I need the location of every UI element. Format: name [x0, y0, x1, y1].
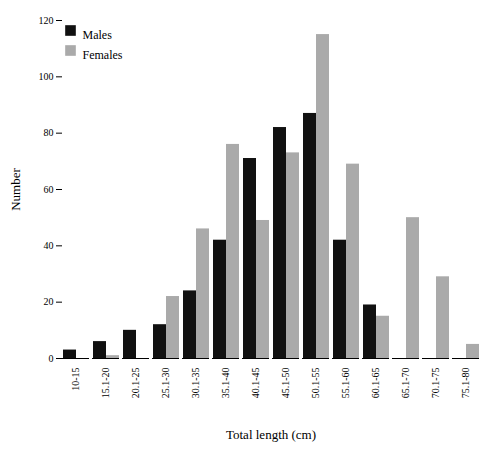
svg-text:80: 80	[44, 127, 54, 138]
svg-text:75.1-80: 75.1-80	[460, 368, 471, 399]
svg-text:Number: Number	[8, 168, 23, 211]
svg-text:20: 20	[44, 296, 54, 307]
svg-text:Males: Males	[83, 28, 113, 42]
svg-text:40.1-45: 40.1-45	[250, 368, 261, 399]
svg-text:25.1-30: 25.1-30	[160, 368, 171, 399]
svg-text:60.1-65: 60.1-65	[370, 368, 381, 399]
svg-text:50.1-55: 50.1-55	[310, 368, 321, 399]
svg-text:70.1-75: 70.1-75	[430, 368, 441, 399]
svg-text:45.1-50: 45.1-50	[280, 368, 291, 399]
svg-text:40: 40	[44, 240, 54, 251]
svg-text:Females: Females	[83, 48, 123, 62]
svg-text:35.1-40: 35.1-40	[220, 368, 231, 399]
svg-text:Total length (cm): Total length (cm)	[226, 427, 316, 442]
svg-text:15.1-20: 15.1-20	[100, 368, 111, 399]
svg-text:10-15: 10-15	[70, 368, 81, 391]
svg-text:55.1-60: 55.1-60	[340, 368, 351, 399]
svg-text:100: 100	[39, 71, 54, 82]
svg-text:120: 120	[39, 15, 54, 26]
svg-text:60: 60	[44, 184, 54, 195]
svg-text:30.1-35: 30.1-35	[190, 368, 201, 399]
svg-text:20.1-25: 20.1-25	[130, 368, 141, 399]
svg-text:65.1-70: 65.1-70	[400, 368, 411, 399]
svg-text:0: 0	[49, 353, 54, 364]
